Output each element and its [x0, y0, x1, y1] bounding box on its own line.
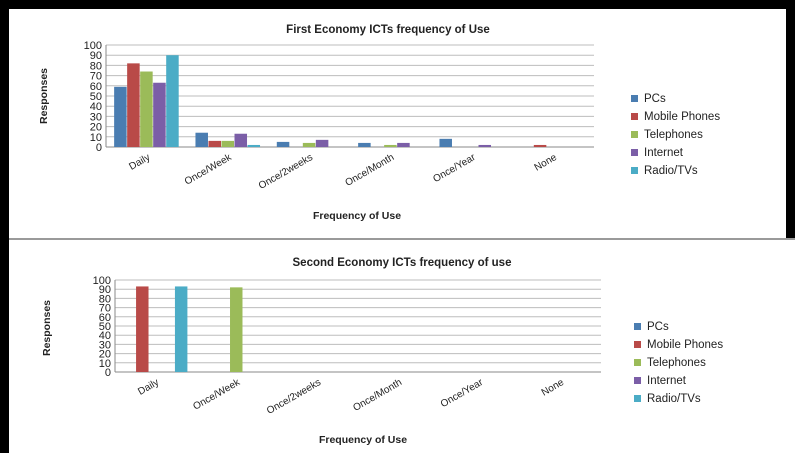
y-tick-label: 50: [90, 91, 102, 103]
bar-telephones-2: [302, 142, 316, 147]
y-axis-title: Responses: [38, 68, 50, 124]
legend-label: Telephones: [644, 129, 703, 141]
first-economy-chart: First Economy ICTs frequency of Use 0102…: [38, 24, 720, 222]
y-tick-label: 30: [90, 111, 102, 123]
bar-pcs-0: [114, 86, 127, 147]
legend-swatch: [631, 131, 638, 138]
y-tick-label: 70: [99, 303, 111, 315]
legend-label: PCs: [644, 93, 666, 105]
bar-mobile-phones-1: [208, 140, 221, 147]
y-tick-label: 40: [99, 330, 111, 342]
bar-internet-1: [234, 133, 248, 147]
bar-pcs-3: [358, 142, 371, 147]
x-tick-label: Once/Month: [343, 152, 396, 189]
legend-label: Radio/TVs: [644, 165, 698, 177]
bar-pcs-1: [195, 132, 208, 147]
bar-pcs-2: [276, 141, 290, 147]
legend-label: Telephones: [647, 357, 706, 369]
bars: [136, 286, 243, 372]
x-tick-label: None: [540, 377, 567, 399]
bar-telephones-1: [230, 287, 243, 372]
bar-radio-tvs-0: [174, 286, 188, 372]
y-tick-label: 100: [93, 275, 111, 287]
x-tick-label: Once/Week: [191, 377, 242, 413]
x-tick-label: Once/Year: [439, 377, 486, 410]
x-axis-title: Frequency of Use: [319, 434, 407, 446]
bar-internet-2: [315, 139, 329, 147]
bar-mobile-phones-5: [533, 144, 547, 147]
y-tick-label: 20: [99, 349, 111, 361]
gridlines: [114, 279, 601, 373]
y-tick-label: 50: [99, 321, 111, 333]
x-tick-label: Once/Week: [183, 152, 234, 188]
y-tick-label: 0: [105, 367, 111, 379]
gridlines: [105, 44, 594, 148]
bar-mobile-phones-0: [136, 286, 149, 372]
legend-label: Mobile Phones: [644, 111, 720, 123]
chart-divider: [9, 238, 795, 240]
x-tick-label: Once/2weeks: [265, 377, 323, 417]
frame-border-right: [786, 0, 795, 240]
x-tick-label: Once/Month: [351, 377, 404, 414]
x-tick-label: None: [533, 152, 560, 174]
legend: PCs Mobile Phones Telephones Internet Radio/…: [631, 93, 720, 177]
bar-telephones-3: [384, 144, 397, 147]
legend-swatch: [634, 341, 641, 348]
frame-border-top: [0, 0, 795, 9]
bar-pcs-4: [439, 138, 452, 147]
legend: PCs Mobile Phones Telephones Internet Radio/…: [634, 321, 723, 405]
legend-swatch: [631, 113, 638, 120]
legend-label: Internet: [647, 375, 687, 387]
y-tick-label: 40: [90, 101, 102, 113]
legend-label: Mobile Phones: [647, 339, 723, 351]
y-tick-label: 90: [99, 284, 111, 296]
second-economy-chart: Second Economy ICTs frequency of use 010…: [41, 257, 723, 446]
y-tick-label: 0: [96, 142, 102, 154]
legend-swatch: [634, 323, 641, 330]
y-tick-label: 90: [90, 50, 102, 62]
legend-swatch: [634, 359, 641, 366]
bar-internet-0: [153, 82, 166, 147]
x-tick-label: Once/2weeks: [257, 152, 315, 192]
chart-title: First Economy ICTs frequency of Use: [286, 24, 490, 36]
legend-label: PCs: [647, 321, 669, 333]
x-tick-label: Once/Year: [431, 152, 478, 185]
bars: [114, 55, 547, 148]
y-tick-label: 30: [99, 339, 111, 351]
y-tick-label: 80: [99, 293, 111, 305]
bar-internet-3: [397, 142, 410, 147]
y-tick-label: 80: [90, 60, 102, 72]
x-axis-ticks: Daily Once/Week Once/2weeks Once/Month Once/…: [136, 377, 566, 417]
bar-telephones-1: [221, 140, 235, 147]
y-tick-label: 60: [90, 81, 102, 93]
legend-swatch: [634, 395, 641, 402]
legend-swatch: [631, 149, 638, 156]
bar-mobile-phones-0: [127, 63, 140, 147]
y-tick-label: 70: [90, 71, 102, 83]
frame-border-left: [0, 0, 9, 453]
legend-label: Internet: [644, 147, 684, 159]
legend-swatch: [631, 167, 638, 174]
legend-swatch: [634, 377, 641, 384]
y-tick-label: 10: [99, 358, 111, 370]
bar-radio-tvs-0: [166, 55, 179, 148]
bar-internet-4: [478, 144, 492, 147]
y-tick-label: 100: [84, 40, 102, 52]
y-axis-title: Responses: [41, 300, 53, 356]
bar-telephones-0: [140, 71, 153, 147]
x-tick-label: Daily: [127, 152, 152, 173]
y-tick-label: 10: [90, 132, 102, 144]
bar-radio-tvs-1: [247, 144, 261, 147]
y-tick-label: 20: [90, 122, 102, 134]
chart-title: Second Economy ICTs frequency of use: [293, 257, 512, 269]
legend-swatch: [631, 95, 638, 102]
x-axis-ticks: Daily Once/Week Once/2weeks Once/Month Once/…: [127, 152, 559, 192]
x-tick-label: Daily: [136, 377, 161, 398]
x-axis-title: Frequency of Use: [313, 210, 401, 222]
legend-label: Radio/TVs: [647, 393, 701, 405]
y-tick-label: 60: [99, 312, 111, 324]
